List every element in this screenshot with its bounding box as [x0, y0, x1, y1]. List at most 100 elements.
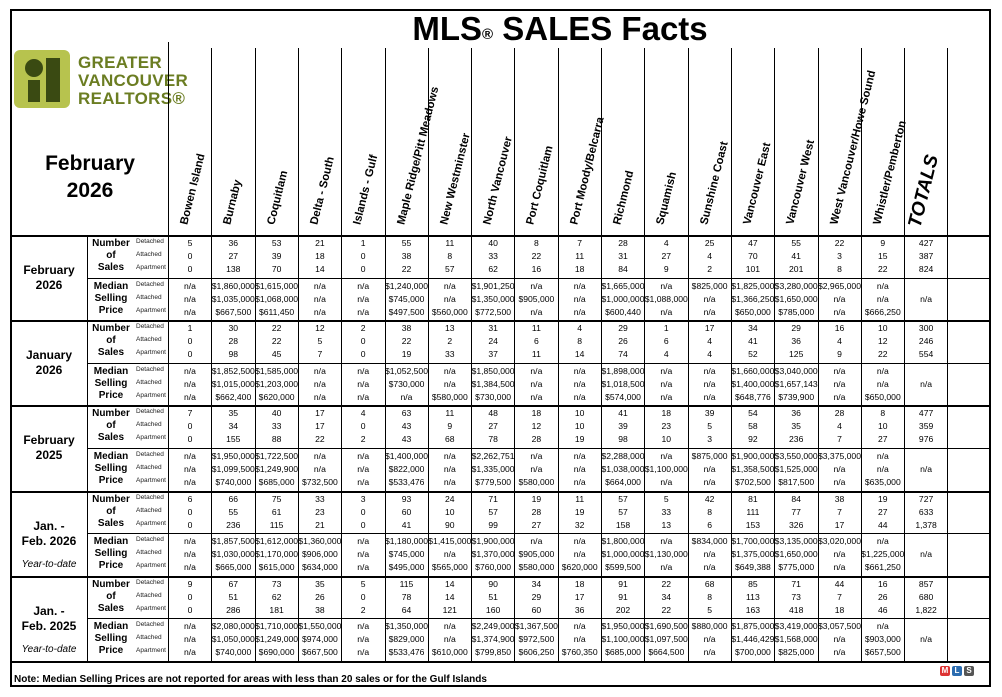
table-cell: 22	[401, 264, 412, 274]
table-cell: 71	[488, 493, 498, 504]
table-cell: 17	[574, 591, 585, 602]
table-cell: 29	[791, 323, 801, 334]
table-cell: 67	[228, 578, 239, 589]
table-cell: $2,288,000	[601, 451, 645, 461]
table-cell: $611,450	[258, 306, 295, 317]
period-label: Jan. - Feb. 2025	[21, 603, 77, 633]
table-cell: n/a	[357, 562, 370, 573]
table-cell: 21	[315, 519, 325, 530]
table-cell: 10	[445, 506, 455, 517]
table-cell: 44	[878, 519, 888, 530]
table-cell: $1,052,500	[384, 365, 428, 376]
column-divider	[298, 48, 299, 661]
table-cell: 64	[401, 604, 412, 615]
table-cell: 115	[399, 578, 414, 589]
table-cell: 857	[918, 578, 934, 589]
table-cell: 9	[837, 349, 842, 360]
table-cell: n/a	[573, 549, 586, 560]
table-cell: 5	[663, 493, 669, 504]
column-divider	[255, 48, 256, 661]
table-cell: n/a	[833, 634, 846, 645]
table-cell: $1,650,000	[774, 549, 818, 560]
column-divider	[558, 48, 559, 661]
table-cell: 18	[834, 604, 845, 615]
table-cell: n/a	[184, 477, 196, 487]
table-cell: 68	[445, 434, 455, 445]
table-cell: $662,400	[215, 391, 252, 402]
table-cell: 57	[445, 264, 455, 274]
table-cell: $702,500	[734, 477, 771, 487]
table-cell: $1,018,500	[601, 378, 645, 389]
table-cell: $634,000	[301, 562, 338, 573]
metric-divider	[87, 278, 990, 279]
period-divider	[11, 405, 991, 407]
table-cell: 33	[661, 506, 672, 517]
table-cell: $667,500	[215, 306, 252, 317]
table-cell: 125	[789, 349, 804, 360]
table-cell: $3,020,000	[817, 536, 861, 547]
table-cell: 14	[574, 349, 585, 360]
table-cell: n/a	[573, 293, 586, 304]
table-cell: 55	[401, 238, 412, 248]
table-cell: $875,000	[691, 451, 728, 461]
table-cell: 22	[661, 578, 672, 589]
table-cell: 0	[187, 251, 193, 261]
table-cell: 8	[880, 408, 886, 419]
table-cell: n/a	[660, 451, 673, 461]
table-cell: 22	[531, 251, 542, 261]
table-cell: $1,225,000	[861, 549, 905, 560]
table-cell: 6	[707, 519, 712, 530]
table-cell: n/a	[876, 451, 889, 461]
table-cell: 16	[531, 264, 542, 274]
table-cell: 0	[187, 264, 193, 274]
table-cell: n/a	[833, 391, 846, 402]
table-cell: 29	[531, 591, 542, 602]
table-cell: 4	[837, 336, 842, 347]
table-cell: n/a	[184, 536, 196, 547]
table-cell: $664,000	[605, 477, 641, 487]
table-cell: 61	[271, 506, 282, 517]
logo-line-2: VANCOUVER	[78, 71, 189, 90]
table-cell: 19	[574, 506, 585, 517]
table-cell: $825,000	[778, 647, 815, 658]
table-cell: $580,000	[518, 562, 555, 573]
table-cell: n/a	[573, 464, 586, 474]
sub-type-label: Detached	[136, 451, 164, 458]
table-cell: $1,350,000	[471, 293, 515, 304]
table-cell: 33	[271, 421, 282, 432]
median-price-label: Median Selling Price	[93, 451, 129, 486]
period-divider	[11, 320, 991, 322]
table-cell: $1,568,000	[774, 634, 818, 645]
table-cell: 7	[577, 238, 583, 248]
table-cell: 14	[445, 578, 455, 589]
median-price-label: Median Selling Price	[93, 536, 129, 572]
table-cell: $730,000	[475, 391, 512, 402]
table-cell: n/a	[357, 634, 370, 645]
table-cell: n/a	[313, 293, 326, 304]
column-divider	[731, 48, 732, 661]
sub-type-label: Apartment	[136, 391, 166, 399]
table-cell: 37	[488, 349, 498, 360]
table-cell: 1,378	[915, 519, 937, 530]
table-cell: 3	[837, 251, 842, 261]
table-cell: 28	[531, 506, 542, 517]
table-cell: n/a	[313, 464, 326, 474]
table-cell: 202	[615, 604, 631, 615]
table-cell: $1,030,000	[211, 549, 255, 560]
table-cell: 34	[531, 578, 542, 589]
column-divider	[774, 48, 775, 661]
table-cell: 48	[488, 408, 498, 419]
table-cell: 0	[187, 519, 193, 530]
table-cell: 0	[187, 349, 193, 360]
table-cell: n/a	[703, 562, 716, 573]
table-cell: 16	[834, 323, 845, 334]
table-cell: 42	[704, 493, 715, 504]
column-divider	[861, 48, 862, 661]
metric-divider	[87, 363, 990, 364]
table-cell: $906,000	[301, 549, 338, 560]
table-cell: 8	[707, 506, 712, 517]
table-cell: 158	[615, 519, 631, 530]
table-cell: 10	[574, 421, 585, 432]
table-cell: 9	[447, 421, 453, 432]
table-cell: $648,776	[734, 391, 771, 402]
